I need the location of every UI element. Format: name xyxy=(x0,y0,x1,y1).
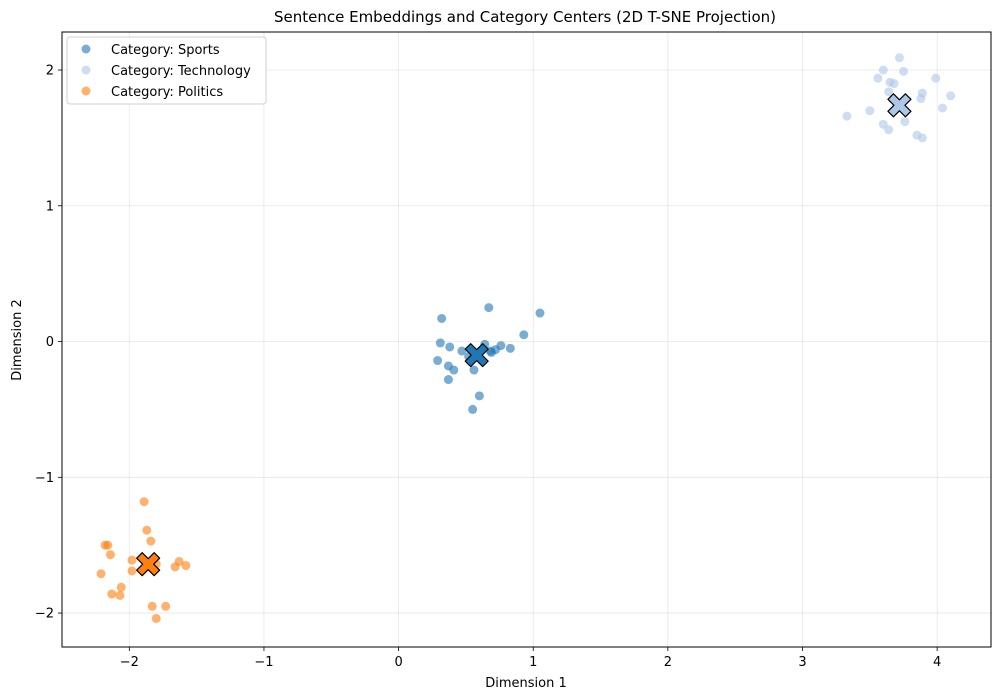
data-point xyxy=(474,391,484,401)
data-point xyxy=(96,569,106,579)
grid-lines xyxy=(62,32,991,647)
y-axis-ticks: −2 −1 0 1 2 xyxy=(35,64,62,622)
data-point xyxy=(484,303,494,313)
x-tick-label: 4 xyxy=(933,655,941,670)
data-point xyxy=(105,550,115,560)
data-point xyxy=(147,601,157,611)
data-point xyxy=(142,525,152,535)
data-point xyxy=(900,117,910,127)
x-axis-label: Dimension 1 xyxy=(485,676,567,691)
data-point xyxy=(435,338,445,348)
x-tick-label: 2 xyxy=(664,655,672,670)
data-point xyxy=(469,365,479,375)
data-point xyxy=(486,347,496,357)
data-point xyxy=(103,540,113,550)
plot-frame xyxy=(61,31,992,648)
legend-marker-technology xyxy=(81,65,91,75)
data-point xyxy=(931,73,941,83)
data-point xyxy=(449,365,459,375)
data-point xyxy=(496,341,506,351)
legend-box xyxy=(66,36,267,105)
data-point xyxy=(938,103,948,113)
data-point xyxy=(916,94,926,104)
legend-label-politics: Category: Politics xyxy=(111,85,223,100)
data-point xyxy=(865,106,875,116)
category-center-marker xyxy=(136,552,161,577)
data-point xyxy=(457,346,467,356)
data-point xyxy=(519,330,529,340)
data-point xyxy=(107,589,117,599)
data-point xyxy=(468,404,478,414)
data-point xyxy=(139,497,149,507)
legend-label-technology: Category: Technology xyxy=(111,64,251,79)
data-point xyxy=(443,375,453,385)
data-point xyxy=(437,313,447,323)
x-tick-label: −1 xyxy=(254,655,273,670)
data-point xyxy=(127,566,137,576)
x-tick-label: 0 xyxy=(394,655,402,670)
category-center-marker xyxy=(464,343,489,368)
data-point xyxy=(884,125,894,135)
data-point xyxy=(889,79,899,89)
data-point xyxy=(161,601,171,611)
data-point xyxy=(884,87,894,97)
legend-marker-politics xyxy=(81,86,91,96)
data-point xyxy=(894,53,904,63)
y-tick-label: 2 xyxy=(46,64,54,79)
data-point xyxy=(535,308,545,318)
data-point xyxy=(842,111,852,121)
chart-title: Sentence Embeddings and Category Centers… xyxy=(274,8,776,26)
x-tick-label: 3 xyxy=(798,655,806,670)
legend-label-sports: Category: Sports xyxy=(111,43,220,58)
category-center-marker xyxy=(887,93,912,118)
legend-marker-sports xyxy=(81,44,91,54)
data-point xyxy=(505,343,515,353)
y-tick-label: −1 xyxy=(35,471,54,486)
data-point xyxy=(127,555,137,565)
data-point xyxy=(433,356,443,366)
data-point xyxy=(873,73,883,83)
y-axis-label: Dimension 2 xyxy=(10,299,25,381)
data-point xyxy=(898,66,908,76)
data-point xyxy=(170,562,180,572)
data-point xyxy=(917,133,927,143)
data-point xyxy=(146,536,156,546)
data-point xyxy=(116,582,126,592)
y-tick-label: 0 xyxy=(46,335,54,350)
data-point xyxy=(946,91,956,101)
data-point xyxy=(878,65,888,75)
data-point xyxy=(181,561,191,571)
data-point xyxy=(115,590,125,600)
legend: Category: Sports Category: Technology Ca… xyxy=(66,36,267,105)
data-point xyxy=(151,613,161,623)
data-point xyxy=(445,342,455,352)
category-centers xyxy=(136,93,912,577)
y-tick-label: 1 xyxy=(46,199,54,214)
x-axis-ticks: −2 −1 0 1 2 3 4 xyxy=(120,647,941,670)
x-tick-label: 1 xyxy=(529,655,537,670)
x-tick-label: −2 xyxy=(120,655,139,670)
y-tick-label: −2 xyxy=(35,607,54,622)
